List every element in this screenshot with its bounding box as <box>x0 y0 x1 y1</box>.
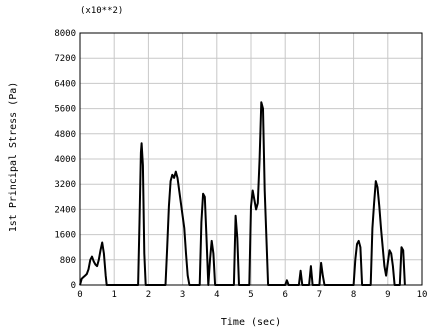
x-axis-label: Time (sec) <box>221 317 281 328</box>
x-tick-label: 4 <box>214 290 219 300</box>
x-tick-label: 5 <box>248 290 253 300</box>
y-tick-label: 5600 <box>54 105 76 115</box>
y-axis-multiplier-label: (x10**2) <box>80 6 123 16</box>
y-tick-label: 6400 <box>54 79 76 89</box>
x-tick-label: 8 <box>351 290 356 300</box>
y-tick-label: 0 <box>71 281 76 291</box>
x-tick-label: 1 <box>111 290 116 300</box>
y-axis-label: 1st Principal Stress (Pa) <box>8 82 19 233</box>
x-tick-label: 10 <box>417 290 427 300</box>
y-tick-label: 1600 <box>54 231 76 241</box>
x-tick-label: 3 <box>180 290 185 300</box>
x-tick-label: 7 <box>317 290 322 300</box>
y-tick-label: 2400 <box>54 205 76 215</box>
x-tick-label: 6 <box>282 290 287 300</box>
y-tick-label: 3200 <box>54 180 76 190</box>
y-tick-label: 800 <box>60 256 76 266</box>
y-tick-label: 4000 <box>54 155 76 165</box>
x-tick-label: 9 <box>385 290 390 300</box>
x-tick-label: 2 <box>146 290 151 300</box>
x-tick-label: 0 <box>77 290 82 300</box>
plot-area-frame <box>79 32 423 286</box>
y-tick-label: 4800 <box>54 130 76 140</box>
tick-labels: 0 1 2 3 4 5 6 7 8 9 10 0 800 1600 2400 3200 4000 4800 5600… <box>54 29 427 300</box>
y-tick-label: 8000 <box>54 29 76 39</box>
y-tick-label: 7200 <box>54 54 76 64</box>
